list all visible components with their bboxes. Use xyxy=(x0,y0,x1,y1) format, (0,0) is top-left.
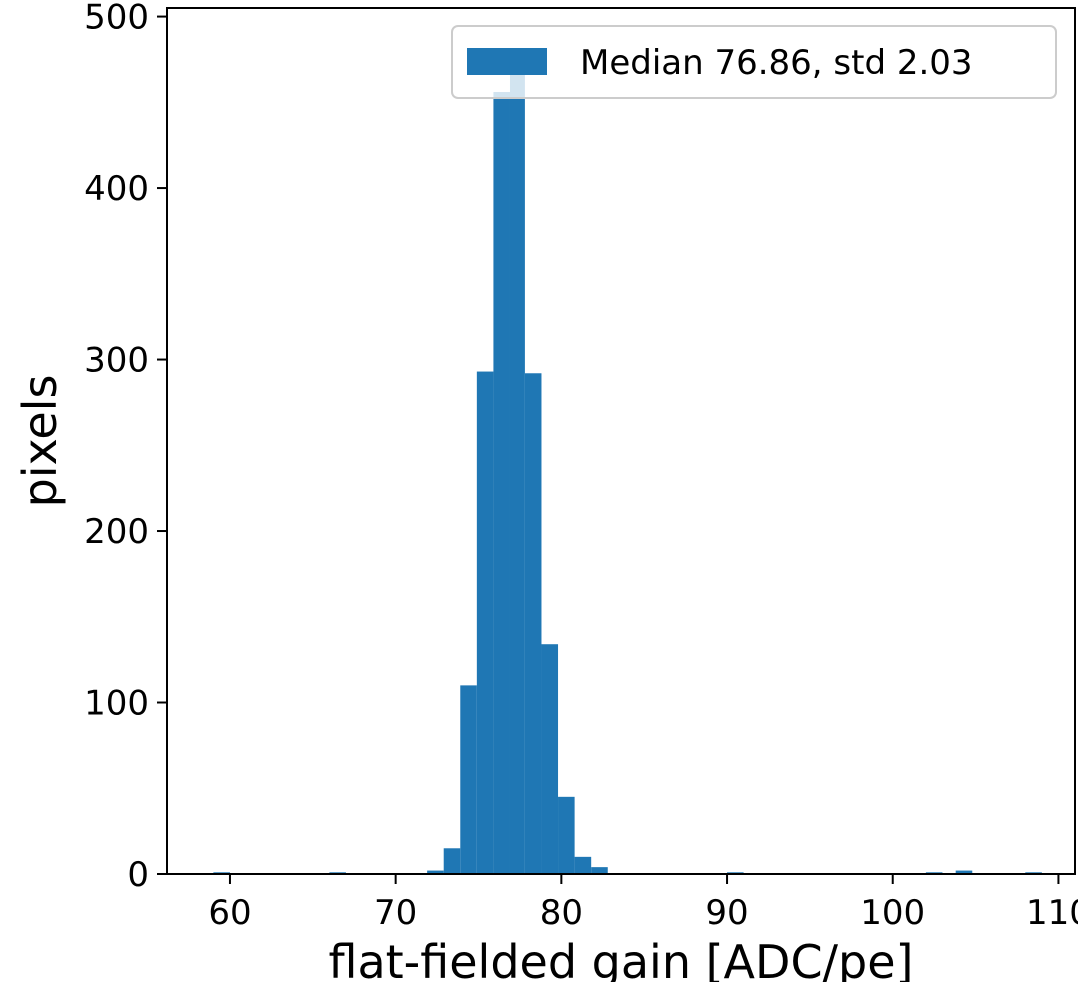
x-tick-label-1: 70 xyxy=(374,893,417,933)
legend: Median 76.86, std 2.03 xyxy=(451,25,1057,99)
x-tick-label-2: 80 xyxy=(540,893,583,933)
x-axis: 60 70 80 90 100 110 xyxy=(208,874,1078,933)
histogram-bar-7 xyxy=(509,69,525,875)
y-tick-label-2: 200 xyxy=(84,512,149,552)
y-tick-label-1: 100 xyxy=(84,684,149,724)
histogram-bar-4 xyxy=(460,685,477,874)
histogram-bar-5 xyxy=(476,371,494,874)
histogram-bar-10 xyxy=(558,796,575,874)
histogram-bar-8 xyxy=(524,373,542,874)
x-tick-label-5: 110 xyxy=(1026,893,1078,933)
legend-box xyxy=(451,25,1057,99)
histogram-bar-6 xyxy=(493,92,510,874)
histogram-bar-2 xyxy=(427,870,444,874)
histogram-bar-3 xyxy=(443,848,461,874)
histogram-bars xyxy=(213,69,1042,875)
y-axis-title: pixels xyxy=(13,375,67,508)
legend-swatch xyxy=(467,48,547,75)
y-tick-label-3: 300 xyxy=(84,341,149,381)
x-tick-label-4: 100 xyxy=(860,893,925,933)
legend-label: Median 76.86, std 2.03 xyxy=(580,43,973,83)
x-tick-label-3: 90 xyxy=(705,893,748,933)
y-tick-label-5: 500 xyxy=(84,0,149,38)
x-axis-title: flat-fielded gain [ADC/pe] xyxy=(328,935,913,982)
plot-area-frame xyxy=(166,7,1076,875)
histogram-bar-15 xyxy=(955,870,973,874)
y-tick-label-4: 400 xyxy=(84,169,149,209)
histogram-bar-12 xyxy=(591,867,608,874)
x-tick-label-0: 60 xyxy=(208,893,251,933)
y-tick-label-0: 0 xyxy=(127,855,149,895)
histogram-bar-9 xyxy=(541,644,559,874)
y-axis: 0 100 200 300 400 500 xyxy=(84,0,167,895)
histogram-bar-11 xyxy=(574,856,592,874)
